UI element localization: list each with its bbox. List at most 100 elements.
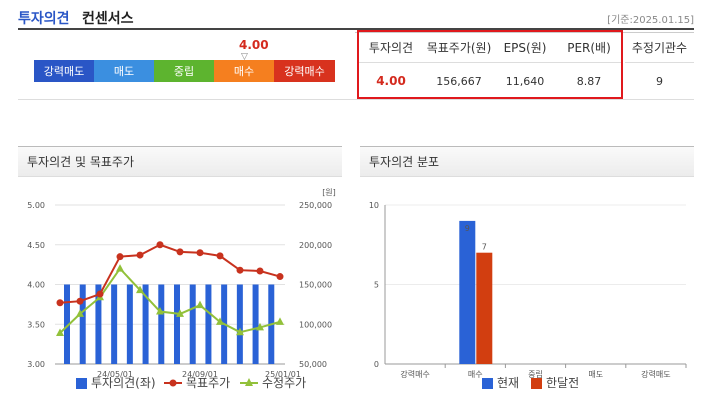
y-left-tick-label: 4.50: [27, 241, 45, 250]
y-right-tick-label: 200,000: [299, 241, 332, 250]
opinion-scale-bar: 강력매도 매도 중립 매수 강력매수: [34, 60, 335, 82]
x-tick-label: 24/09/01: [182, 370, 218, 379]
target-price-point: [116, 253, 124, 261]
divider: [18, 99, 694, 100]
summary-column: 추정기관수 9: [625, 33, 694, 99]
opinion-bar: [95, 284, 102, 364]
adjusted-price-point: [196, 300, 204, 309]
y-right-tick-label: 150,000: [299, 281, 332, 290]
target-price-point: [76, 297, 84, 305]
opinion-bar: [126, 284, 133, 364]
adjusted-price-point: [136, 285, 144, 294]
opinion-current-value: 4.00: [239, 38, 269, 52]
bar-data-label: 7: [482, 243, 487, 252]
target-price-point: [176, 248, 184, 256]
summary-value: 8.87: [576, 74, 602, 88]
opinion-bar: [174, 284, 180, 364]
summary-value: 4.00: [376, 74, 406, 88]
opinion-bar: [205, 284, 212, 364]
legend-label: 한달전: [546, 376, 579, 390]
scale-segment-label: 매도: [113, 65, 135, 78]
summary-value: 156,667: [436, 74, 482, 88]
opinion-price-panel: 투자의견 및 목표주가 5.00 4.50 4.00 3.50 3.00 250,000 2…: [18, 146, 342, 409]
adjusted-price-point: [76, 309, 84, 317]
y-left-tick-label: 3.50: [27, 320, 45, 329]
legend-label: 목표주가: [186, 376, 230, 390]
adjusted-price-point: [156, 307, 164, 315]
target-price-point: [136, 251, 144, 259]
x-tick-label: 강력매도: [641, 369, 670, 379]
section-header: 투자의견 컨센서스 [기준:2025.01.15]: [18, 6, 694, 30]
target-price-point: [256, 267, 264, 275]
opinion-price-chart: 5.00 4.50 4.00 3.50 3.00 250,000 200,000 150,00…: [27, 188, 336, 390]
target-price-line: [59, 243, 281, 304]
summary-header: 추정기관수: [625, 33, 694, 63]
opinion-bar: [158, 284, 165, 364]
summary-value: 9: [656, 74, 663, 88]
legend-swatch-month-ago: [531, 378, 542, 389]
opinion-marker-icon: ▽: [241, 52, 248, 62]
summary-header: PER(배): [557, 33, 621, 63]
scale-segment-label: 강력매도: [43, 65, 85, 78]
y-tick-label: 5: [374, 281, 379, 290]
x-tick-label: 24/05/01: [97, 370, 133, 379]
panel-title: 투자의견 및 목표주가: [18, 147, 342, 177]
reference-date: [기준:2025.01.15]: [607, 15, 694, 26]
summary-header: EPS(원): [493, 33, 557, 63]
target-price-point: [276, 273, 284, 281]
scale-segment-label: 강력매수: [284, 65, 325, 78]
opinion-distribution-panel: 투자의견 분포 10 5 0 강력매수 매수 9 7 중립 매도 강력매도 현재 한달전: [360, 146, 694, 409]
summary-column: 목표주가(원) 156,667: [425, 33, 493, 99]
adjusted-price-line: [59, 267, 281, 334]
legend-label: 현재: [497, 376, 519, 390]
opinion-bar: [142, 284, 149, 364]
scale-segment: 매수: [214, 60, 274, 82]
opinion-bar: [189, 284, 196, 364]
opinion-bar: [79, 284, 86, 364]
adjusted-price-point: [256, 322, 264, 331]
adjusted-price-point: [236, 327, 244, 336]
scale-segment: 매도: [94, 60, 154, 82]
adjusted-price-point: [176, 309, 184, 317]
adjusted-price-point: [116, 264, 124, 272]
scale-segment-label: 매수: [233, 65, 255, 78]
highlight-box: [357, 30, 623, 99]
scale-segment: 강력매수: [274, 60, 335, 82]
target-price-point: [196, 249, 204, 257]
summary-value: 11,640: [505, 74, 545, 88]
month-ago-bar: [476, 252, 493, 364]
legend-label: 수정주가: [262, 376, 306, 390]
adjusted-price-point: [216, 317, 224, 325]
opinion-bar: [236, 284, 243, 364]
adjusted-price-point: [276, 317, 284, 325]
y-left-tick-label: 5.00: [27, 201, 45, 210]
opinion-bar: [111, 284, 118, 364]
target-price-point: [56, 299, 64, 307]
y-tick-label: 10: [369, 201, 379, 210]
x-tick-label: 강력매수: [400, 369, 429, 379]
x-tick-label: 25/01/01: [265, 370, 301, 379]
x-tick-label: 매수: [468, 370, 483, 379]
section-title: 투자의견: [18, 11, 70, 27]
x-tick-label: 매도: [588, 370, 603, 379]
y-tick-label: 0: [374, 360, 379, 369]
legend-swatch-adjusted-marker: [245, 378, 253, 386]
consensus-summary-table: 투자의견 4.00 목표주가(원) 156,667 EPS(원) 11,640 …: [355, 32, 694, 99]
bar-data-label: 9: [465, 224, 470, 233]
legend-swatch-target-marker: [169, 379, 177, 387]
y-right-tick-label: 100,000: [299, 320, 332, 329]
target-price-point: [236, 266, 244, 274]
y-left-tick-label: 3.00: [27, 360, 45, 369]
summary-column: EPS(원) 11,640: [493, 33, 557, 99]
legend-swatch-current: [482, 378, 493, 389]
summary-header: 목표주가(원): [425, 33, 493, 63]
adjusted-price-point: [56, 328, 64, 336]
current-bar: [459, 220, 476, 364]
legend-swatch-opinion: [76, 378, 87, 389]
scale-segment-label: 중립: [173, 65, 195, 78]
target-price-point: [156, 241, 164, 249]
summary-column: PER(배) 8.87: [557, 33, 621, 99]
scale-segment: 강력매도: [34, 60, 94, 82]
y-right-unit-label: [원]: [322, 188, 336, 197]
